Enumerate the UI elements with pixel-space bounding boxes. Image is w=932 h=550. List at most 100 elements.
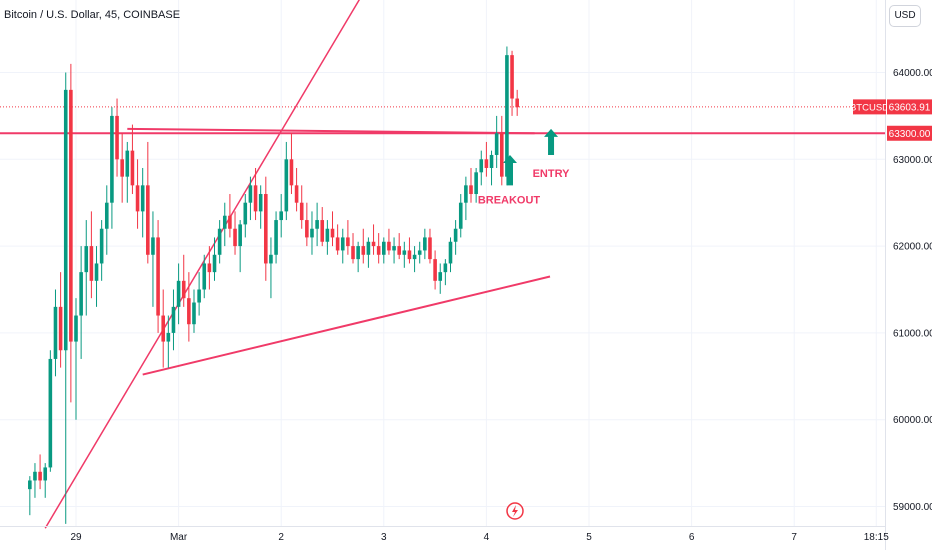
candle-body — [135, 185, 140, 212]
candle-body — [340, 237, 345, 251]
candle-body — [192, 302, 196, 325]
candle-body — [464, 185, 468, 203]
candle-body — [171, 306, 176, 333]
candle-body — [63, 89, 68, 351]
candle-body — [243, 202, 248, 225]
candle-body — [238, 224, 242, 247]
candle-body — [110, 115, 114, 203]
candle-body — [474, 172, 478, 195]
rising-trend-line[interactable] — [44, 0, 512, 529]
candle-body — [310, 228, 314, 238]
candle-body — [423, 237, 427, 251]
candle-body — [33, 471, 37, 481]
candle-body — [397, 246, 401, 255]
entry-label: ENTRY — [533, 168, 571, 180]
candle-body — [53, 306, 58, 359]
time-tick-label: Mar — [170, 532, 188, 543]
candle-body — [351, 246, 355, 260]
candle-body — [315, 220, 319, 229]
candle-body — [125, 150, 130, 177]
candle-body — [99, 228, 104, 264]
candle-body — [43, 467, 48, 481]
candle-body — [94, 263, 99, 281]
candlestick-series — [28, 46, 519, 524]
candle-body — [412, 254, 417, 260]
resistance-trend-segment[interactable] — [127, 127, 535, 135]
candle-body — [258, 194, 263, 212]
candle-body — [217, 228, 222, 255]
candle-body — [510, 55, 514, 99]
candle-body — [453, 228, 458, 242]
candle-body — [489, 154, 494, 168]
time-tick-label: 18:15 — [864, 532, 889, 543]
candle-body — [443, 263, 448, 273]
currency-button[interactable]: USD — [889, 5, 921, 27]
candle-body — [264, 194, 268, 264]
candle-body — [438, 272, 443, 281]
candle-body — [382, 241, 386, 255]
price-tick-label: 62000.00 — [893, 242, 932, 253]
price-tag — [887, 125, 932, 141]
candle-body — [479, 159, 484, 173]
time-tick-label: 6 — [689, 532, 695, 543]
candle-body — [269, 254, 273, 264]
candle-body — [120, 159, 124, 177]
candle-body — [499, 133, 504, 177]
time-tick-label: 4 — [484, 532, 490, 543]
price-tag — [887, 99, 932, 115]
price-tag-text: 63603.91 — [889, 102, 931, 113]
candle-body — [294, 185, 299, 203]
time-axis: 29 Mar 2 3 4 5 6 7 18:15 — [0, 526, 889, 543]
chart-annotations: TARGETBREAKOUTENTRY — [0, 0, 885, 529]
chart-grid — [0, 0, 885, 526]
candle-body — [248, 185, 253, 203]
candle-body — [494, 133, 499, 155]
candle-body — [346, 237, 350, 247]
candle-body — [392, 246, 396, 251]
candle-body — [28, 480, 32, 490]
time-tick-label: 3 — [381, 532, 387, 543]
candle-body — [146, 185, 150, 255]
candle-body — [402, 250, 407, 255]
candle-body — [289, 159, 294, 186]
candle-body — [202, 263, 207, 290]
candle-body — [279, 211, 283, 221]
candle-body — [176, 280, 181, 307]
price-tick-label: 60000.00 — [893, 415, 932, 426]
tradingview-flash-icon[interactable] — [506, 502, 524, 520]
candle-body — [407, 250, 412, 260]
candle-body — [335, 237, 340, 251]
price-tick-label: 63000.00 — [893, 155, 932, 166]
price-tick-label: 61000.00 — [893, 328, 932, 339]
candle-body — [376, 246, 381, 255]
candle-body — [505, 55, 509, 177]
candle-body — [222, 215, 227, 229]
candle-body — [433, 259, 437, 281]
candle-body — [299, 202, 304, 221]
candle-body — [48, 358, 53, 468]
candle-body — [387, 241, 391, 251]
price-tick-label: 59000.00 — [893, 502, 932, 513]
candle-body — [207, 263, 212, 273]
candle-body — [166, 332, 171, 342]
candle-body — [151, 237, 155, 255]
candle-body — [228, 215, 232, 229]
candle-body — [130, 150, 135, 186]
candle-body — [284, 159, 289, 212]
candle-body — [448, 241, 453, 264]
support-trend-line[interactable] — [142, 275, 551, 376]
candle-body — [253, 185, 258, 212]
candle-body — [74, 315, 78, 342]
price-tag-text: 63300.00 — [889, 129, 931, 140]
candle-body — [58, 306, 63, 351]
symbol-tag — [853, 99, 886, 115]
breakout-label: BREAKOUT — [478, 194, 541, 206]
candle-body — [356, 246, 360, 260]
candle-body — [320, 220, 325, 242]
candle-body — [233, 228, 237, 247]
candle-body — [469, 185, 473, 195]
candle-body — [79, 272, 83, 316]
candle-body — [69, 89, 73, 342]
candle-body — [330, 228, 335, 238]
